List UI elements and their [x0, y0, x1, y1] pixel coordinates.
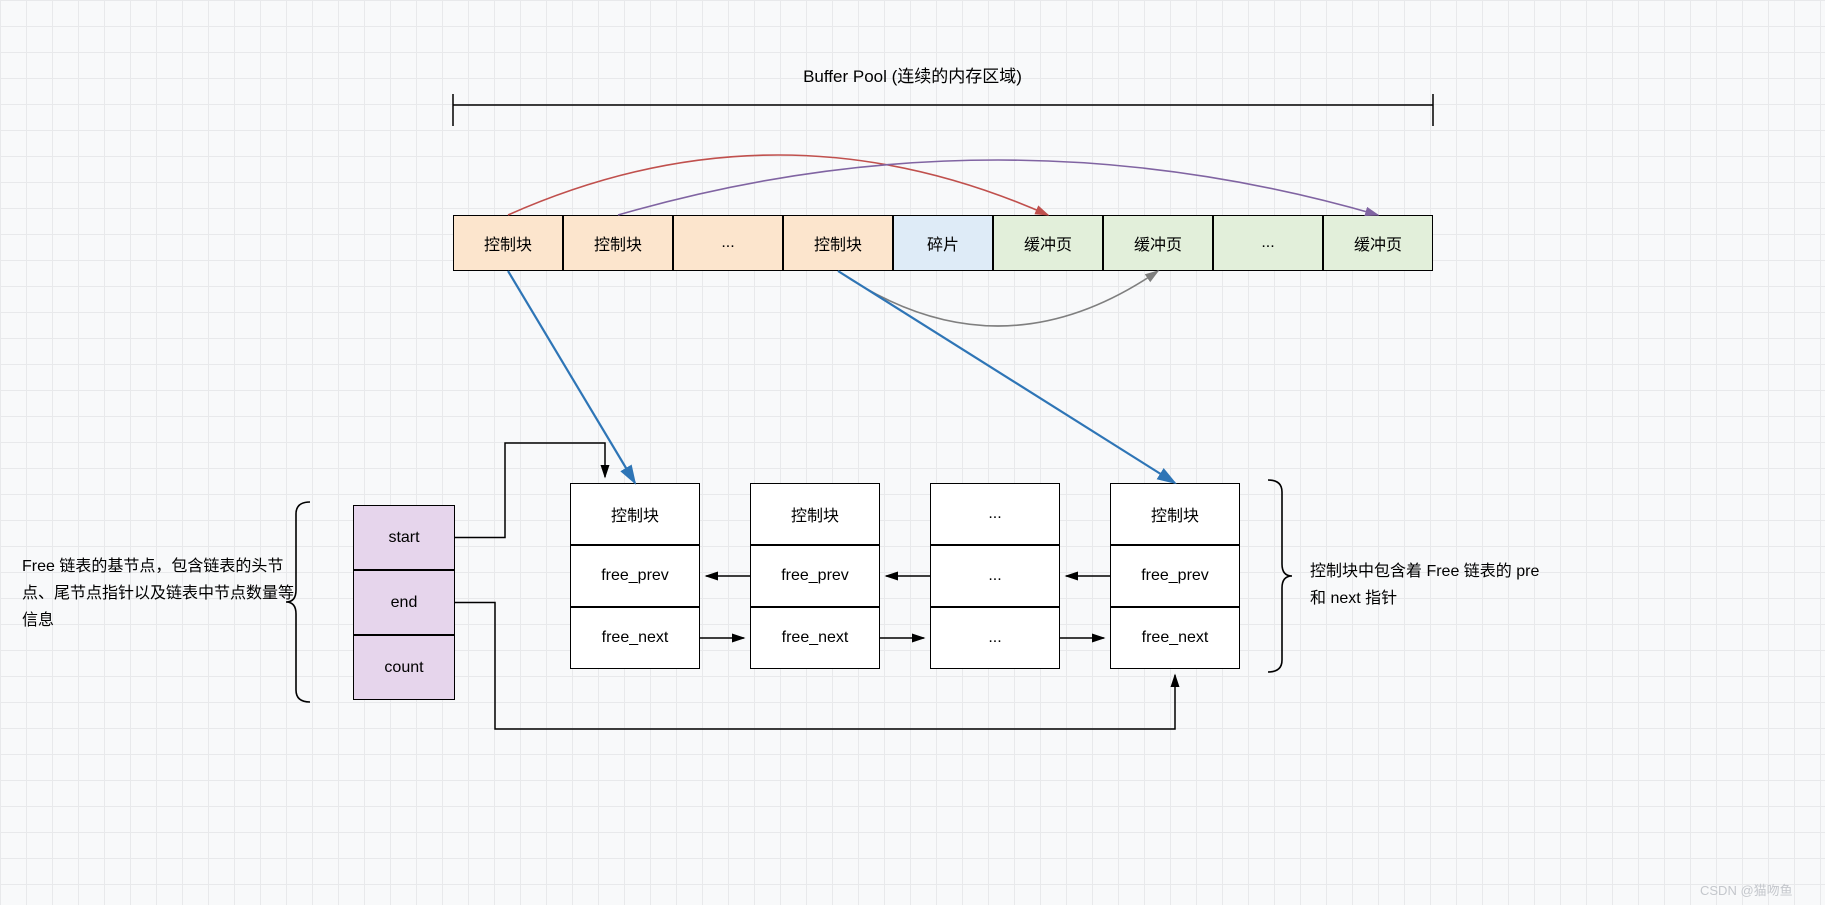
- diagram-title: Buffer Pool (连续的内存区域): [0, 62, 1825, 87]
- list-node-3-row-1: free_prev: [1110, 545, 1240, 607]
- list-node-1-row-2: free_next: [750, 607, 880, 669]
- base-node-start: start: [353, 505, 455, 570]
- list-node-0-row-2: free_next: [570, 607, 700, 669]
- pool-cell-2: ...: [673, 215, 783, 271]
- list-node-3-row-0: 控制块: [1110, 483, 1240, 545]
- watermark: CSDN @猫吻鱼: [1700, 880, 1793, 899]
- list-node-1-row-1: free_prev: [750, 545, 880, 607]
- list-node-1-row-0: 控制块: [750, 483, 880, 545]
- pool-cell-0: 控制块: [453, 215, 563, 271]
- pool-cell-5: 缓冲页: [993, 215, 1103, 271]
- pool-cell-3: 控制块: [783, 215, 893, 271]
- list-node-3-row-2: free_next: [1110, 607, 1240, 669]
- pool-cell-1: 控制块: [563, 215, 673, 271]
- base-node-count: count: [353, 635, 455, 700]
- list-node-2-row-0: ...: [930, 483, 1060, 545]
- list-node-2-row-1: ...: [930, 545, 1060, 607]
- pool-cell-6: 缓冲页: [1103, 215, 1213, 271]
- list-node-0-row-1: free_prev: [570, 545, 700, 607]
- arrows-overlay: [0, 0, 1825, 905]
- left-annotation: Free 链表的基节点，包含链表的头节点、尾节点指针以及链表中节点数量等信息: [22, 553, 297, 635]
- base-node-end: end: [353, 570, 455, 635]
- pool-cell-4: 碎片: [893, 215, 993, 271]
- list-node-0-row-0: 控制块: [570, 483, 700, 545]
- pool-cell-8: 缓冲页: [1323, 215, 1433, 271]
- right-annotation: 控制块中包含着 Free 链表的 pre 和 next 指针: [1310, 558, 1550, 612]
- list-node-2-row-2: ...: [930, 607, 1060, 669]
- pool-cell-7: ...: [1213, 215, 1323, 271]
